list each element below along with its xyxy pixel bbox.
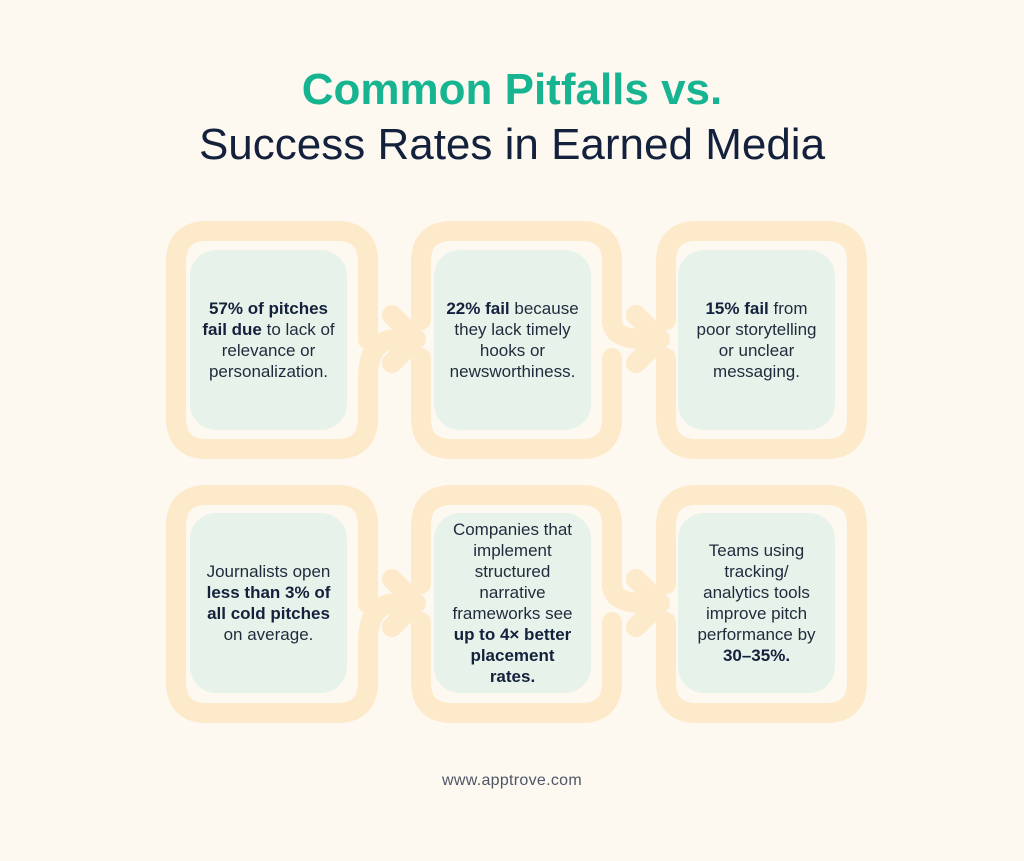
stat-card-2: 22% fail because they lack timely hooks … <box>434 250 591 430</box>
stat-card-6: Teams using tracking/ analytics tools im… <box>678 513 835 693</box>
stat-card-1: 57% of pitches fail due to lack of relev… <box>190 250 347 430</box>
connector-link-4 <box>602 574 652 613</box>
stat-highlight: 57% of pitches fail due <box>202 299 329 339</box>
stat-card-3: 15% fail from poor storytelling or uncle… <box>678 250 835 430</box>
connector-frame-6 <box>656 485 867 723</box>
stat-card-text: Companies that implement structured narr… <box>452 520 573 686</box>
title-line-1: Common Pitfalls vs. <box>301 65 723 114</box>
stat-card-text: Teams using tracking/ analytics tools im… <box>697 541 816 665</box>
connector-link-3 <box>358 593 408 652</box>
arrow-right-icon <box>382 569 426 637</box>
stat-card-text: 22% fail because they lack timely hooks … <box>446 299 579 381</box>
stat-card-text: Journalists open less than 3% of all col… <box>206 562 331 644</box>
stat-highlight: 30–35%. <box>722 646 791 665</box>
connector-link-1 <box>358 329 408 388</box>
connector-frame-1 <box>166 221 378 459</box>
connector-frame-5 <box>411 485 622 723</box>
footer-url[interactable]: www.apptrove.com <box>442 772 582 789</box>
connector-frame-4 <box>166 485 378 723</box>
connector-frame-3 <box>656 221 867 459</box>
arrow-right-icon <box>626 569 670 637</box>
stat-highlight: 22% fail <box>446 299 510 318</box>
stat-card-text: 57% of pitches fail due to lack of relev… <box>202 299 335 381</box>
stat-card-text: 15% fail from poor storytelling or uncle… <box>696 299 817 381</box>
connector-link-2 <box>602 310 652 349</box>
title-line-2: Success Rates in Earned Media <box>198 120 826 169</box>
arrow-right-icon <box>626 305 670 373</box>
stat-highlight: 15% fail <box>705 299 769 318</box>
connector-frame-2 <box>411 221 622 459</box>
stat-highlight: less than 3% of all cold pitches <box>206 583 331 623</box>
stat-card-4: Journalists open less than 3% of all col… <box>190 513 347 693</box>
arrow-right-icon <box>382 305 426 373</box>
stat-highlight: up to 4× better placement rates. <box>453 625 572 686</box>
stat-card-5: Companies that implement structured narr… <box>434 513 591 693</box>
